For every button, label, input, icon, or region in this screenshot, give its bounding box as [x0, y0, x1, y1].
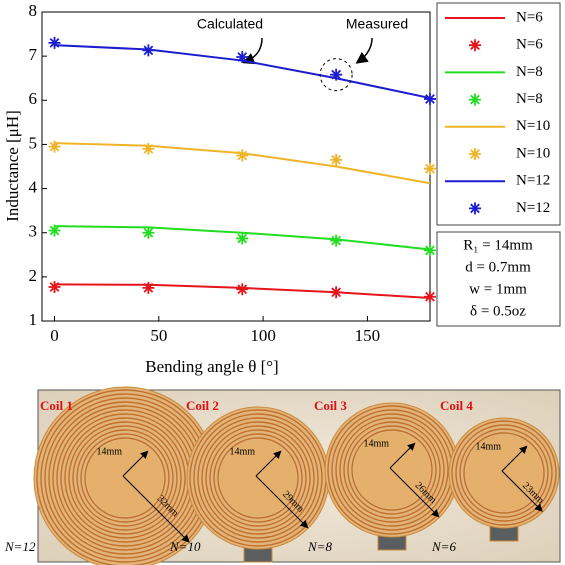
- measured-marker: [236, 149, 248, 161]
- param: δ = 0.5oz: [470, 303, 526, 319]
- coil-title: Coil 2: [186, 398, 219, 413]
- y-tick-label: 1: [29, 310, 38, 329]
- x-axis-label: Bending angle θ [°]: [145, 357, 278, 376]
- measured-marker: [424, 244, 436, 256]
- y-tick-label: 6: [29, 89, 38, 108]
- legend-label: N=12: [516, 200, 550, 216]
- coil-title: Coil 3: [314, 398, 347, 413]
- measured-marker: [236, 51, 248, 63]
- coil-turns: N=10: [169, 539, 201, 554]
- coil-turns: N=8: [307, 539, 332, 554]
- y-tick-label: 3: [29, 222, 38, 241]
- measured-marker: [142, 282, 154, 294]
- coil-turns: N=6: [431, 539, 456, 554]
- legend-marker: [469, 39, 481, 51]
- measured-marker: [330, 235, 342, 247]
- coil-inner: 14mm: [229, 446, 255, 457]
- measured-marker: [49, 225, 61, 237]
- legend-label: N=8: [516, 64, 543, 80]
- legend-marker: [469, 202, 481, 214]
- measured-marker: [330, 69, 342, 81]
- x-tick-label: 150: [355, 326, 381, 345]
- y-tick-label: 7: [29, 45, 38, 64]
- x-tick-label: 50: [150, 326, 167, 345]
- coil-inner: 14mm: [475, 441, 501, 452]
- measured-marker: [424, 93, 436, 105]
- page: {"chart_data": {"type": "line", "xlabel"…: [0, 0, 565, 565]
- coil-inner: 14mm: [96, 446, 122, 457]
- y-axis-label: Inductance [μH]: [3, 110, 22, 222]
- legend-marker: [469, 94, 481, 106]
- annotation: Measured: [346, 16, 408, 32]
- measured-marker: [142, 44, 154, 56]
- legend-label: N=8: [516, 91, 543, 107]
- y-tick-label: 8: [29, 1, 38, 20]
- plot-frame: [42, 12, 430, 321]
- measured-marker: [330, 154, 342, 166]
- calculated-line: [55, 143, 430, 183]
- measured-marker: [49, 141, 61, 153]
- legend-label: N=10: [516, 118, 550, 134]
- measured-marker: [424, 291, 436, 303]
- figure: Bending angle θ [°] Inductance [μH] Calc…: [0, 0, 565, 565]
- coil-title: Coil 4: [440, 398, 473, 413]
- annotation: Calculated: [197, 16, 263, 32]
- coil-turns: N=12: [4, 539, 36, 554]
- legend-label: N=10: [516, 145, 550, 161]
- annotation-arrow: [245, 38, 262, 62]
- legend-marker: [469, 148, 481, 160]
- legend-label: N=12: [516, 173, 550, 189]
- coil-inner: 14mm: [363, 438, 389, 449]
- x-tick-label: 100: [250, 326, 276, 345]
- y-tick-label: 4: [29, 177, 38, 196]
- measured-marker: [142, 143, 154, 155]
- annotation-arrow: [358, 38, 372, 62]
- measured-marker: [142, 227, 154, 239]
- y-tick-label: 5: [29, 133, 38, 152]
- param: R₁ = 14mm: [463, 237, 533, 253]
- coil-title: Coil 1: [40, 398, 73, 413]
- measured-marker: [424, 163, 436, 175]
- y-tick-label: 2: [29, 266, 38, 285]
- measured-marker: [236, 283, 248, 295]
- measured-marker: [49, 281, 61, 293]
- legend-label: N=6: [516, 9, 543, 25]
- legend-label: N=6: [516, 37, 543, 53]
- param: w = 1mm: [469, 281, 527, 297]
- measured-marker: [49, 37, 61, 49]
- measured-marker: [236, 232, 248, 244]
- param: d = 0.7mm: [465, 259, 531, 275]
- measured-marker: [330, 286, 342, 298]
- x-tick-label: 0: [50, 326, 59, 345]
